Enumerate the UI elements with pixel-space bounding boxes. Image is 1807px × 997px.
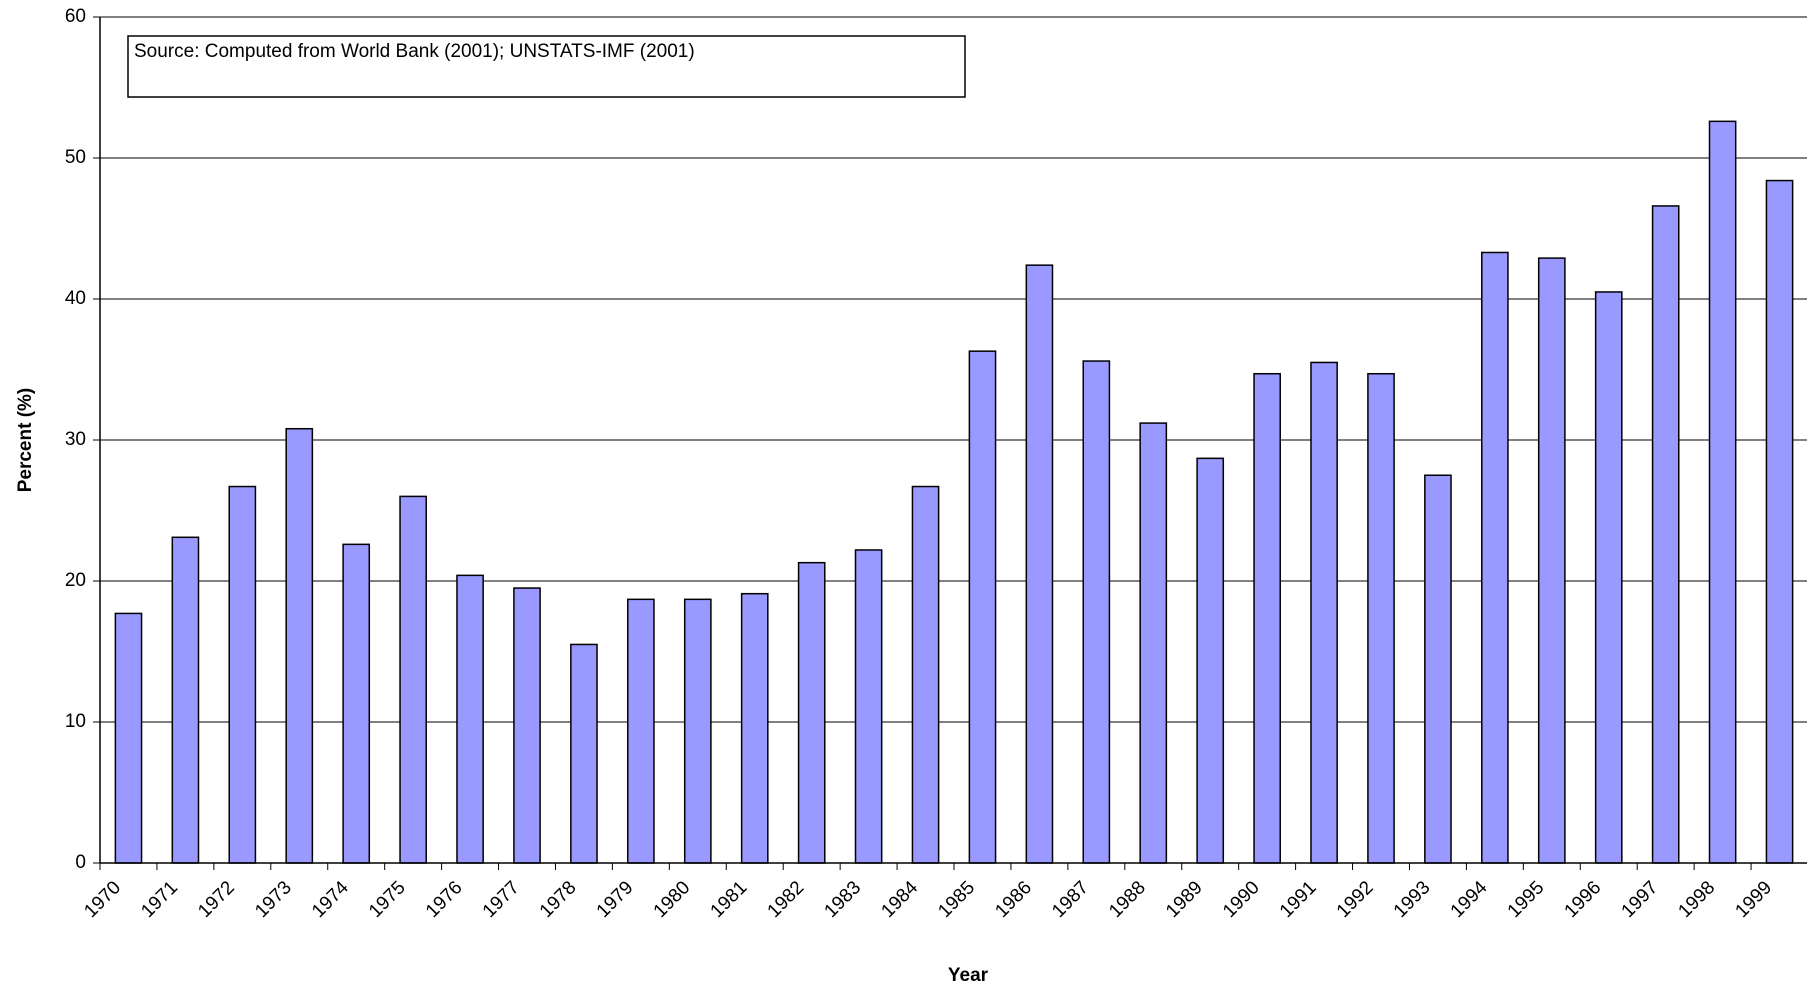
bar: [1253, 372, 1281, 864]
bar: [1594, 291, 1623, 864]
bar: [228, 485, 257, 864]
x-tick-label: 1970: [80, 877, 125, 922]
bar: [1310, 361, 1338, 864]
bar: [1196, 457, 1225, 864]
y-tick-label: 30: [65, 429, 86, 450]
bar: [1765, 179, 1794, 864]
x-tick-label: 1986: [991, 877, 1036, 922]
x-tick-label: 1983: [820, 877, 865, 922]
x-tick-label: 1975: [365, 877, 410, 922]
bar: [456, 574, 484, 864]
bar: [627, 598, 655, 864]
bar: [1424, 474, 1452, 864]
bar: [1708, 120, 1737, 864]
x-tick-label: 1996: [1561, 877, 1606, 922]
bar: [1651, 205, 1680, 864]
y-tick-label: 40: [65, 288, 86, 309]
bar: [570, 643, 598, 864]
x-tick-label: 1972: [194, 877, 239, 922]
x-tick-label: 1997: [1618, 877, 1663, 922]
bar: [797, 561, 826, 864]
y-tick-label: 0: [75, 852, 86, 873]
bar: [1025, 264, 1054, 864]
bar: [1481, 251, 1509, 864]
x-tick-label: 1998: [1674, 877, 1719, 922]
bar: [968, 350, 997, 864]
x-tick-label: 1993: [1390, 877, 1435, 922]
x-tick-label: 1981: [707, 877, 752, 922]
bar: [285, 427, 314, 864]
bar: [683, 598, 712, 864]
x-tick-label: 1973: [251, 877, 296, 922]
bar: [854, 549, 883, 864]
x-tick-label: 1982: [764, 877, 809, 922]
x-tick-label: 1980: [650, 877, 695, 922]
bar: [1367, 372, 1395, 864]
bar: [740, 592, 769, 864]
bar: [171, 536, 200, 864]
y-tick-label: 10: [65, 711, 86, 732]
bar: [513, 587, 541, 864]
y-axis-label: Percent (%): [15, 388, 36, 493]
y-tick-label: 60: [65, 6, 86, 27]
x-tick-label: 1978: [536, 877, 581, 922]
x-tick-label: 1992: [1333, 877, 1378, 922]
x-tick-label: 1995: [1504, 877, 1549, 922]
bar: [911, 485, 940, 864]
bar: [1537, 257, 1566, 864]
bar: [1139, 422, 1168, 864]
x-tick-label: 1991: [1276, 877, 1321, 922]
x-tick-label: 1979: [593, 877, 638, 922]
annotation-box: [127, 35, 966, 98]
bar: [399, 495, 427, 864]
x-tick-label: 1990: [1219, 877, 1264, 922]
y-tick-label: 20: [65, 570, 86, 591]
bar: [1082, 360, 1111, 864]
x-tick-label: 1974: [308, 877, 353, 922]
x-tick-label: 1984: [877, 877, 922, 922]
y-tick-label: 50: [65, 147, 86, 168]
x-tick-label: 1985: [934, 877, 979, 922]
x-tick-label: 1989: [1162, 877, 1207, 922]
x-axis-label: Year: [948, 965, 989, 986]
x-tick-label: 1987: [1048, 877, 1093, 922]
x-tick-label: 1988: [1105, 877, 1150, 922]
x-tick-label: 1994: [1447, 877, 1492, 922]
x-tick-label: 1976: [422, 877, 467, 922]
x-tick-label: 1999: [1731, 877, 1776, 922]
bar: [342, 543, 371, 864]
annotation: Source: Computed from World Bank (2001);…: [134, 41, 695, 62]
bar: [114, 612, 143, 864]
x-tick-label: 1977: [479, 877, 524, 922]
x-tick-label: 1971: [137, 877, 182, 922]
